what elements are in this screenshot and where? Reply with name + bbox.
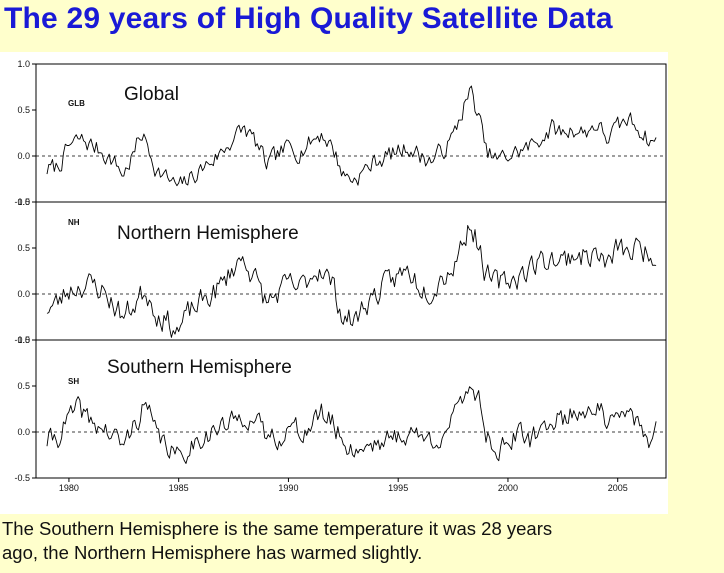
panel-label: Northern Hemisphere (117, 223, 299, 244)
x-tick-label: 2005 (608, 483, 628, 493)
caption: The Southern Hemisphere is the same temp… (2, 517, 722, 565)
temperature-chart: 1.0 0.5 0.0 -0.5 Global GLB 1.0 0.5 0.0 -0.5 North… (0, 52, 668, 514)
chart-svg: 1.0 0.5 0.0 -0.5 Global GLB 1.0 0.5 0.0 -0.5 North… (14, 59, 667, 493)
panel-frame (35, 339, 667, 479)
x-tick-label: 1990 (278, 483, 298, 493)
panel-nh: 1.0 0.5 0.0 -0.5 Northern Hemisphere NH (14, 197, 667, 345)
panel-sh: 1.0 0.5 0.0 -0.5 Southern Hemisphere SH 1980 19… (14, 335, 667, 493)
caption-line-1: The Southern Hemisphere is the same temp… (2, 518, 553, 539)
panel-label: Southern Hemisphere (107, 357, 292, 378)
y-tick-label: 0.5 (17, 381, 30, 391)
x-tick-label: 1985 (169, 483, 189, 493)
y-tick-label: 1.0 (17, 335, 30, 345)
y-tick-label: -0.5 (14, 197, 30, 207)
panel-code: GLB (68, 99, 85, 108)
caption-line-2: ago, the Northern Hemisphere has warmed … (2, 542, 423, 563)
y-tick-label: 0.0 (17, 151, 30, 161)
x-tick-label: 1980 (59, 483, 79, 493)
panel-code: SH (68, 377, 79, 386)
y-tick-label: -0.5 (14, 473, 30, 483)
y-tick-label: 0.5 (17, 105, 30, 115)
panel-code: NH (68, 218, 80, 227)
x-tick-label: 1995 (388, 483, 408, 493)
series-line-nh (46, 225, 657, 338)
y-tick-label: 0.0 (17, 289, 30, 299)
x-tick-label: 2000 (498, 483, 518, 493)
y-tick-label: 1.0 (17, 197, 30, 207)
series-line-sh (46, 386, 657, 464)
y-tick-label: 1.0 (17, 59, 30, 69)
panel-glb: 1.0 0.5 0.0 -0.5 Global GLB (14, 59, 667, 207)
slide-title: The 29 years of High Quality Satellite D… (4, 2, 613, 35)
series-line-glb (46, 85, 657, 187)
y-tick-label: -0.5 (14, 335, 30, 345)
y-tick-label: 0.5 (17, 243, 30, 253)
panel-label: Global (124, 84, 179, 105)
y-tick-label: 0.0 (17, 427, 30, 437)
